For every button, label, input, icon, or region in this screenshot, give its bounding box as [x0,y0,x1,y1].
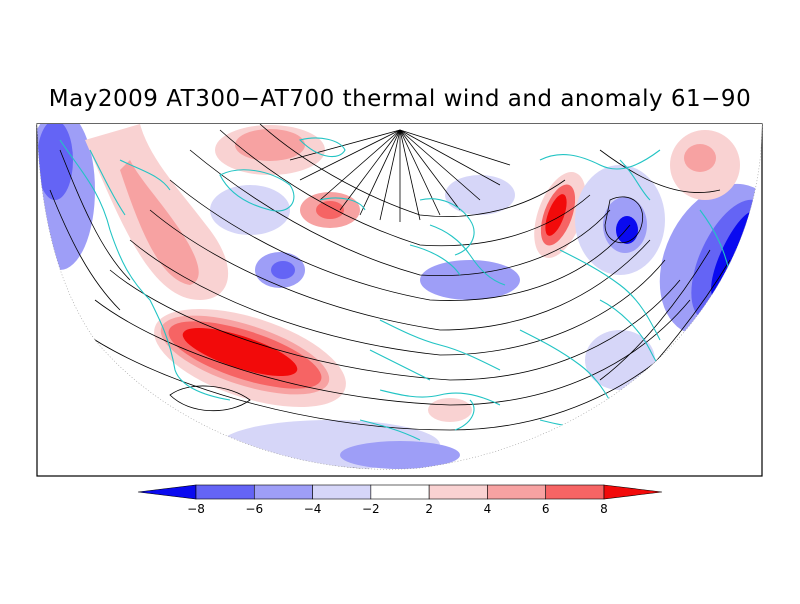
colorbar-segment [195,484,255,500]
colorbar-tick-label: −2 [362,502,380,516]
colorbar-segment [370,484,430,500]
colorbar-tick-label: 6 [542,502,550,516]
colorbar-tick-label: −4 [304,502,322,516]
colorbar-tick-label: 8 [600,502,608,516]
thermal-wind-streamlines [49,124,731,470]
colorbar-segment [487,484,547,500]
colorbar-tick-label: 4 [484,502,492,516]
colorbar-segment [137,484,197,500]
colorbar-tick-label: −8 [187,502,205,516]
colorbar [137,484,663,500]
colorbar-segment [312,484,372,500]
colorbar-segment [603,484,663,500]
colorbar-segment [253,484,313,500]
colorbar-segment [428,484,488,500]
colorbar-tick-label: 2 [425,502,433,516]
colorbar-labels: −8 −6 −4 −2 2 4 6 8 [187,502,608,516]
coastlines [59,137,731,441]
colorbar-segment [545,484,605,500]
map-title: May2009 AT300−AT700 thermal wind and ano… [48,86,752,112]
colorbar-tick-label: −6 [245,502,263,516]
